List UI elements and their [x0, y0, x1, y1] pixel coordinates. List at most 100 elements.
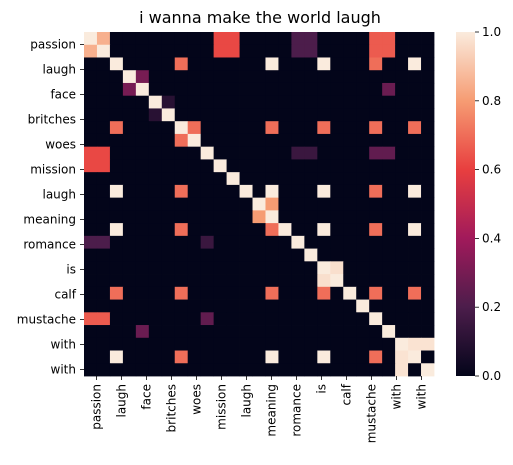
heatmap-cell [343, 337, 357, 351]
heatmap-cell [278, 325, 292, 339]
heatmap-cell [239, 223, 253, 237]
heatmap-cell [174, 159, 189, 173]
heatmap-cell [96, 286, 111, 300]
heatmap-cell [213, 350, 227, 364]
heatmap-cell [291, 350, 305, 364]
heatmap-cell [187, 121, 202, 135]
heatmap-cell [343, 274, 357, 288]
heatmap-cell [135, 197, 150, 211]
heatmap-cell [252, 223, 266, 237]
heatmap-cell [200, 350, 215, 364]
heatmap-cell [317, 159, 331, 173]
heatmap-cell [226, 159, 240, 173]
heatmap-cell [408, 286, 422, 300]
heatmap-cell [226, 32, 240, 46]
heatmap-cell [200, 82, 215, 97]
heatmap-cell [187, 350, 202, 364]
heatmap-cell [278, 312, 292, 326]
chart-title: i wanna make the world laugh [139, 8, 381, 27]
heatmap-cell [382, 32, 396, 46]
heatmap-cell [84, 82, 98, 97]
heatmap-cell [382, 159, 396, 173]
heatmap-cell [122, 172, 137, 186]
heatmap-cell [109, 95, 124, 109]
heatmap-cell [330, 95, 344, 109]
heatmap-cell [174, 299, 189, 313]
heatmap-cell [356, 363, 370, 377]
heatmap-cell [265, 274, 279, 288]
heatmap-cell [265, 261, 279, 275]
heatmap-cell [369, 70, 383, 84]
heatmap-cell [395, 197, 409, 211]
heatmap-cell [187, 223, 202, 237]
heatmap-cell [408, 172, 422, 186]
heatmap-cell [421, 210, 435, 224]
heatmap-cell [239, 337, 253, 351]
heatmap-cell [226, 325, 240, 339]
heatmap-cell [369, 172, 383, 186]
heatmap-cell [356, 133, 370, 148]
heatmap-cell [161, 325, 176, 339]
heatmap-cell [343, 108, 357, 122]
heatmap-cell [317, 57, 331, 71]
heatmap-cell [252, 337, 266, 351]
x-tick-label: meaning [265, 384, 279, 437]
heatmap-cell [408, 337, 422, 351]
heatmap-cell [304, 121, 318, 135]
heatmap-cell [239, 350, 253, 364]
heatmap-cell [265, 133, 279, 148]
heatmap-cell [291, 172, 305, 186]
heatmap-cell [382, 261, 396, 275]
heatmap-cell [84, 197, 98, 211]
y-tick-label: with [51, 338, 76, 352]
heatmap-cell [408, 32, 422, 46]
heatmap-cell [174, 312, 189, 326]
heatmap-cell [304, 261, 318, 275]
heatmap-cell [135, 299, 150, 313]
heatmap-cell [343, 350, 357, 364]
heatmap-cell [330, 325, 344, 339]
heatmap-cell [330, 197, 344, 211]
heatmap-cell [135, 363, 150, 377]
heatmap-cell [252, 32, 266, 46]
heatmap-cell [187, 108, 202, 122]
heatmap-cell [330, 57, 344, 71]
heatmap-cell [382, 210, 396, 224]
heatmap-cell [252, 235, 266, 249]
heatmap-cell [187, 337, 202, 351]
heatmap-cell [226, 274, 240, 288]
heatmap-cell [213, 197, 227, 211]
heatmap-cell [84, 235, 98, 249]
heatmap-cell [304, 223, 318, 237]
heatmap-cell [187, 325, 202, 339]
heatmap-cell [330, 44, 344, 58]
heatmap-cell [213, 299, 227, 313]
heatmap-cell [148, 95, 163, 109]
heatmap-cell [421, 82, 435, 97]
heatmap-cell [174, 70, 189, 84]
heatmap-cell [187, 184, 202, 199]
heatmap-cell [135, 325, 150, 339]
colorbar-tick-label: 0.0 [482, 369, 501, 383]
heatmap-cell [278, 32, 292, 46]
heatmap-cell [291, 70, 305, 84]
heatmap-cell [330, 210, 344, 224]
heatmap-cell [122, 146, 137, 160]
heatmap-cell [265, 197, 279, 211]
heatmap-cell [239, 82, 253, 97]
heatmap-cell [239, 274, 253, 288]
heatmap-cell [304, 325, 318, 339]
heatmap-cell [109, 57, 124, 71]
heatmap-cell [330, 133, 344, 148]
heatmap-cell [317, 325, 331, 339]
heatmap-cell [278, 299, 292, 313]
heatmap-cell [135, 44, 150, 58]
x-tick-label: with [415, 384, 429, 409]
heatmap-cell [291, 95, 305, 109]
heatmap-cell [291, 108, 305, 122]
heatmap-cell [122, 363, 137, 377]
heatmap-cell [265, 223, 279, 237]
heatmap-cell [265, 337, 279, 351]
heatmap-cell [395, 82, 409, 97]
x-tick-labels: passion laugh face britches woes mission laugh… [90, 376, 429, 443]
